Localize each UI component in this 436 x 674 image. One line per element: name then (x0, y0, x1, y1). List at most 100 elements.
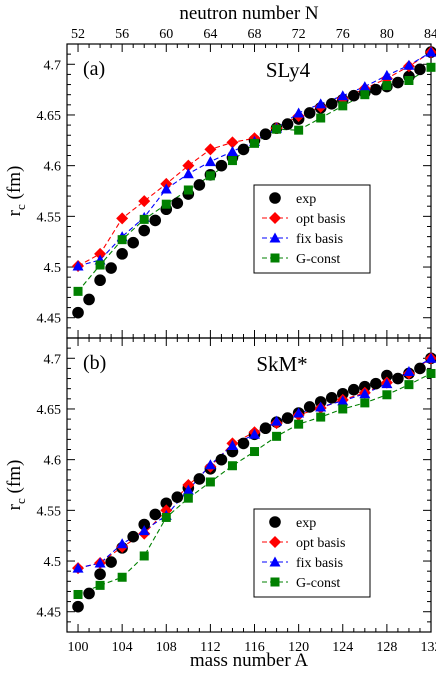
data-point (182, 159, 195, 172)
data-point (381, 369, 393, 382)
legend-label: exp (296, 516, 316, 531)
data-point (259, 422, 272, 435)
x-axis-title: mass number A (190, 650, 308, 671)
data-point (138, 224, 151, 237)
data-point (359, 81, 371, 92)
data-point (83, 293, 95, 306)
data-point (227, 156, 237, 166)
data-point (425, 46, 436, 57)
data-point (237, 143, 250, 156)
panel-b: rc (fm) exp opt basis fix basis G-const (4, 337, 436, 633)
legend-label: G-const (296, 252, 340, 267)
panel-label: (b) (83, 352, 106, 374)
data-point (94, 568, 106, 581)
data-point (72, 260, 84, 271)
data-point (215, 159, 228, 172)
data-point (347, 383, 360, 396)
data-point (382, 81, 392, 91)
data-point (73, 589, 83, 599)
y-tick-label: 4.5 (44, 261, 62, 276)
data-point (325, 98, 338, 110)
data-point (105, 556, 117, 568)
data-point (182, 484, 194, 495)
data-point (425, 352, 436, 363)
data-point (160, 497, 173, 510)
data-point (382, 390, 392, 400)
data-point (271, 415, 283, 426)
legend-label: fix basis (296, 232, 343, 247)
legend-marker (269, 232, 281, 243)
data-point (204, 459, 216, 470)
y-tick-label: 4.55 (37, 210, 62, 225)
data-point (250, 138, 260, 148)
data-point (337, 90, 349, 101)
top-axis-title: neutron number N (179, 3, 319, 24)
data-point (116, 538, 128, 549)
panel-a: rc (fm) exp opt basis fix basis G-const (4, 43, 436, 339)
data-point (316, 113, 326, 123)
data-point (117, 235, 127, 245)
y-tick-label: 4.65 (37, 403, 62, 418)
data-point (161, 512, 171, 522)
top-tick-label: 56 (115, 27, 129, 42)
data-point (403, 59, 415, 70)
data-point (338, 404, 348, 414)
data-point (381, 69, 393, 80)
data-point (294, 125, 304, 135)
data-point (138, 518, 151, 531)
data-point (237, 437, 250, 450)
data-point (226, 136, 239, 149)
data-point (392, 372, 404, 385)
data-point (204, 143, 217, 156)
y-axis-title-main: r (4, 209, 25, 216)
data-point (193, 179, 206, 191)
data-point (72, 562, 84, 573)
top-tick-label: 68 (248, 27, 262, 42)
x-tick-label: 132 (421, 640, 436, 655)
data-point (336, 387, 349, 400)
data-point (404, 380, 414, 390)
data-point (94, 557, 106, 568)
data-point (303, 107, 316, 119)
y-tick-label: 4.45 (37, 312, 62, 327)
data-point (205, 171, 215, 181)
data-point (359, 380, 371, 393)
x-tick-label: 116 (244, 640, 264, 655)
top-tick-label: 80 (380, 27, 394, 42)
data-point (116, 248, 128, 260)
data-point (404, 75, 414, 85)
top-tick-label: 76 (336, 27, 350, 42)
data-point (392, 76, 404, 89)
data-point (204, 156, 216, 167)
x-tick-label: 112 (200, 640, 220, 655)
y-tick-label: 4.65 (37, 109, 62, 124)
y-axis-title-sub: c (13, 498, 28, 504)
y-axis-title: rc (fm) (4, 166, 28, 217)
y-tick-label: 4.6 (44, 160, 62, 175)
data-point (215, 453, 228, 466)
data-point (325, 392, 338, 404)
y-axis-title-main: r (4, 503, 25, 510)
x-tick-label: 108 (156, 640, 177, 655)
legend-marker (269, 556, 281, 567)
data-point (272, 124, 282, 134)
data-point (149, 508, 162, 521)
x-tick-label: 128 (376, 640, 397, 655)
data-point (94, 274, 106, 287)
legend-marker (269, 192, 281, 204)
data-point (338, 101, 348, 111)
data-point (226, 439, 238, 450)
y-tick-label: 4.6 (44, 454, 62, 469)
model-name: SLy4 (266, 58, 311, 82)
legend-label: exp (296, 192, 316, 207)
top-tick-label: 60 (159, 27, 173, 42)
data-point (259, 128, 272, 141)
data-point (315, 401, 327, 412)
top-tick-label: 52 (71, 27, 85, 42)
data-point (72, 600, 84, 613)
data-point (83, 587, 95, 600)
data-point (315, 98, 327, 109)
data-point (193, 473, 206, 485)
data-point (303, 401, 316, 413)
top-tick-label: 64 (203, 27, 217, 42)
